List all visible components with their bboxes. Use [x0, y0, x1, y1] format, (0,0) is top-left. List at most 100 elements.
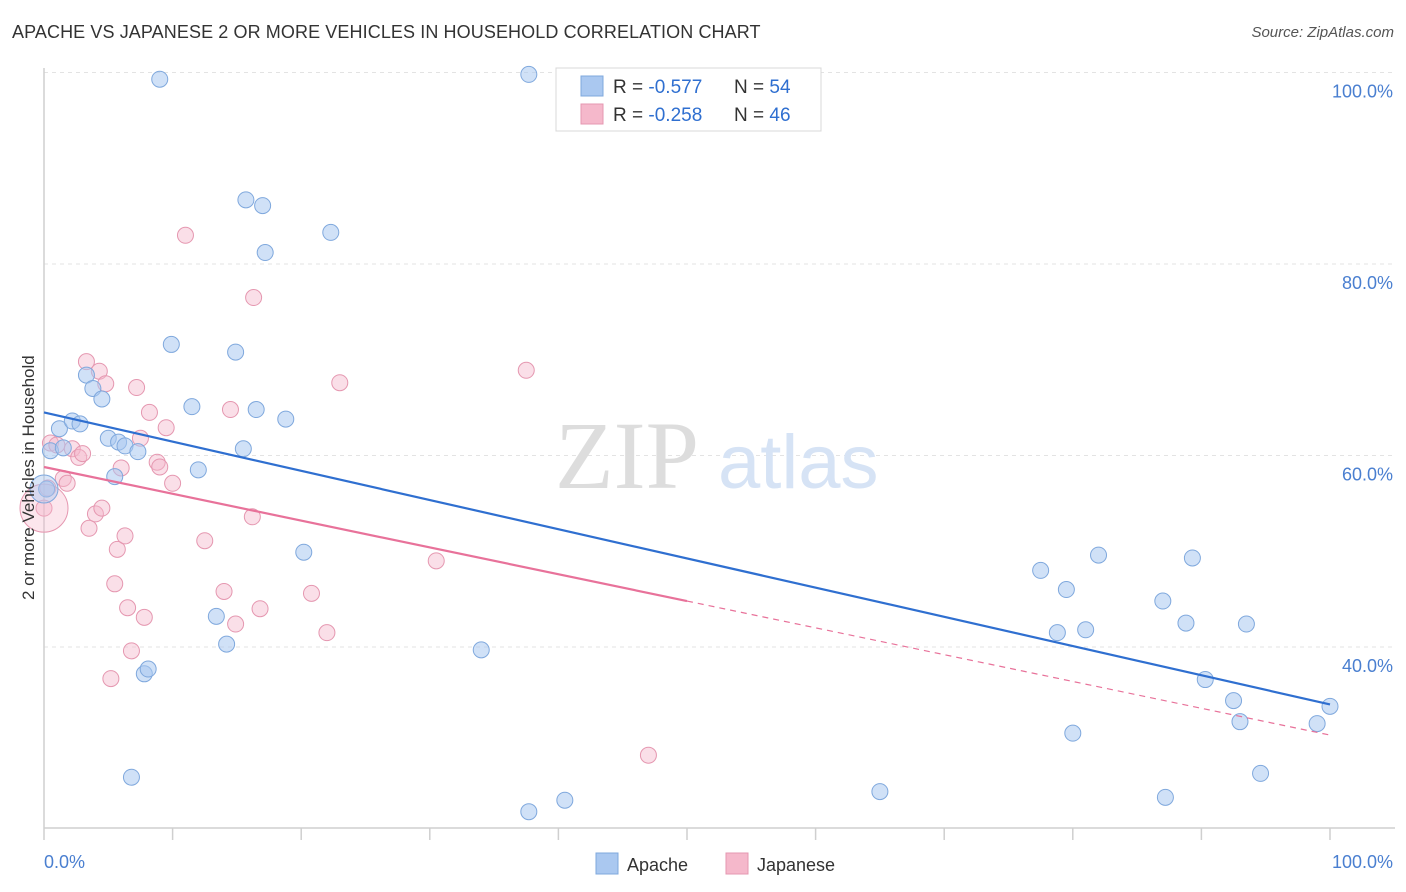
legend: Apache Japanese [595, 852, 835, 875]
apache-stats-swatch [580, 75, 604, 97]
legend-apache-label: Apache [627, 855, 688, 875]
japanese-r-value: -0.258 [648, 105, 702, 126]
apache-r-value: -0.577 [648, 77, 702, 98]
y-axis-label: 2 or more Vehicles in Household [19, 355, 38, 600]
japanese-point [93, 499, 111, 517]
japanese-point [80, 519, 98, 537]
apache-point [1308, 715, 1326, 733]
apache-point [1231, 713, 1249, 731]
japanese-point [108, 540, 126, 558]
apache-point [1057, 581, 1075, 599]
japanese-point [164, 474, 182, 492]
apache-point [520, 65, 538, 83]
apache-point [234, 440, 252, 458]
legend-japanese-swatch [725, 852, 749, 875]
apache-point [50, 420, 68, 438]
japanese-point [243, 508, 261, 526]
y-tick-label: 40.0% [1342, 656, 1393, 676]
apache-point [151, 70, 169, 88]
japanese-trend-extension [686, 600, 1331, 736]
japanese-point [74, 445, 92, 463]
japanese-point [331, 374, 349, 392]
apache-n-value: 54 [769, 77, 791, 98]
japanese-point [148, 453, 166, 471]
apache-point [122, 768, 140, 786]
apache-point [1252, 764, 1270, 782]
apache-point [1321, 697, 1339, 715]
japanese-stats-row: R = -0.258 N = 46 [613, 105, 791, 126]
japanese-point [427, 552, 445, 570]
apache-point [322, 223, 340, 241]
japanese-point [176, 226, 194, 244]
apache-point [1032, 561, 1050, 579]
japanese-point [251, 600, 269, 618]
x-tick-label-min: 0.0% [44, 852, 85, 872]
japanese-point [215, 582, 233, 600]
y-tick-labels: 40.0% 60.0% 80.0% 100.0% [1332, 82, 1393, 677]
apache-point [1156, 788, 1174, 806]
apache-point [1090, 546, 1108, 564]
apache-point [871, 783, 889, 801]
apache-point [38, 480, 56, 498]
apache-point [54, 439, 72, 457]
chart-title: APACHE VS JAPANESE 2 OR MORE VEHICLES IN… [12, 22, 761, 42]
japanese-point [245, 289, 263, 307]
apache-point [189, 461, 207, 479]
japanese-trend-line [43, 465, 688, 603]
apache-point [183, 398, 201, 416]
x-axis-ticks [43, 828, 1331, 840]
y-tick-label: 80.0% [1342, 273, 1393, 293]
apache-point [129, 443, 147, 461]
watermark-atlas: atlas [718, 420, 879, 505]
apache-point [256, 244, 274, 262]
japanese-point [122, 642, 140, 660]
apache-point [237, 191, 255, 209]
apache-stats-row: R = -0.577 N = 54 [613, 77, 791, 98]
japanese-point [151, 458, 169, 476]
apache-point [472, 641, 490, 659]
apache-point [93, 390, 111, 408]
apache-point [1154, 592, 1172, 610]
apache-point [254, 197, 272, 215]
japanese-point [86, 505, 104, 523]
apache-points [29, 65, 1339, 821]
apache-r-label: R = [613, 77, 643, 98]
apache-point [556, 791, 574, 809]
apache-point [295, 543, 313, 561]
japanese-point [140, 403, 158, 421]
apache-point [1237, 615, 1255, 633]
apache-point [1064, 724, 1082, 742]
trend-lines [43, 411, 1331, 736]
legend-apache-swatch [595, 852, 619, 875]
japanese-point [221, 401, 239, 419]
japanese-point [639, 746, 657, 764]
japanese-point [196, 532, 214, 550]
apache-point [1225, 692, 1243, 710]
japanese-point [102, 670, 120, 688]
apache-point [247, 401, 265, 419]
apache-point-cluster [29, 474, 59, 504]
japanese-point [58, 474, 76, 492]
japanese-point [119, 599, 137, 617]
japanese-point [227, 615, 245, 633]
y-tick-label: 100.0% [1332, 82, 1393, 102]
y-tick-label: 60.0% [1342, 465, 1393, 485]
x-tick-label-max: 100.0% [1332, 852, 1393, 872]
japanese-stats-swatch [580, 103, 604, 125]
japanese-point [302, 584, 320, 602]
apache-point [1077, 621, 1095, 639]
apache-point [1048, 624, 1066, 642]
apache-point [520, 803, 538, 821]
japanese-point [135, 608, 153, 626]
japanese-n-value: 46 [769, 105, 790, 126]
japanese-r-label: R = [613, 105, 643, 126]
japanese-point [128, 379, 146, 397]
watermark-zip: ZIP [555, 402, 699, 509]
japanese-point [517, 361, 535, 379]
apache-point [227, 343, 245, 361]
apache-point [139, 660, 157, 678]
japanese-point [35, 499, 53, 517]
source-label: Source: ZipAtlas.com [1251, 24, 1394, 41]
apache-trend-line [43, 411, 1331, 706]
